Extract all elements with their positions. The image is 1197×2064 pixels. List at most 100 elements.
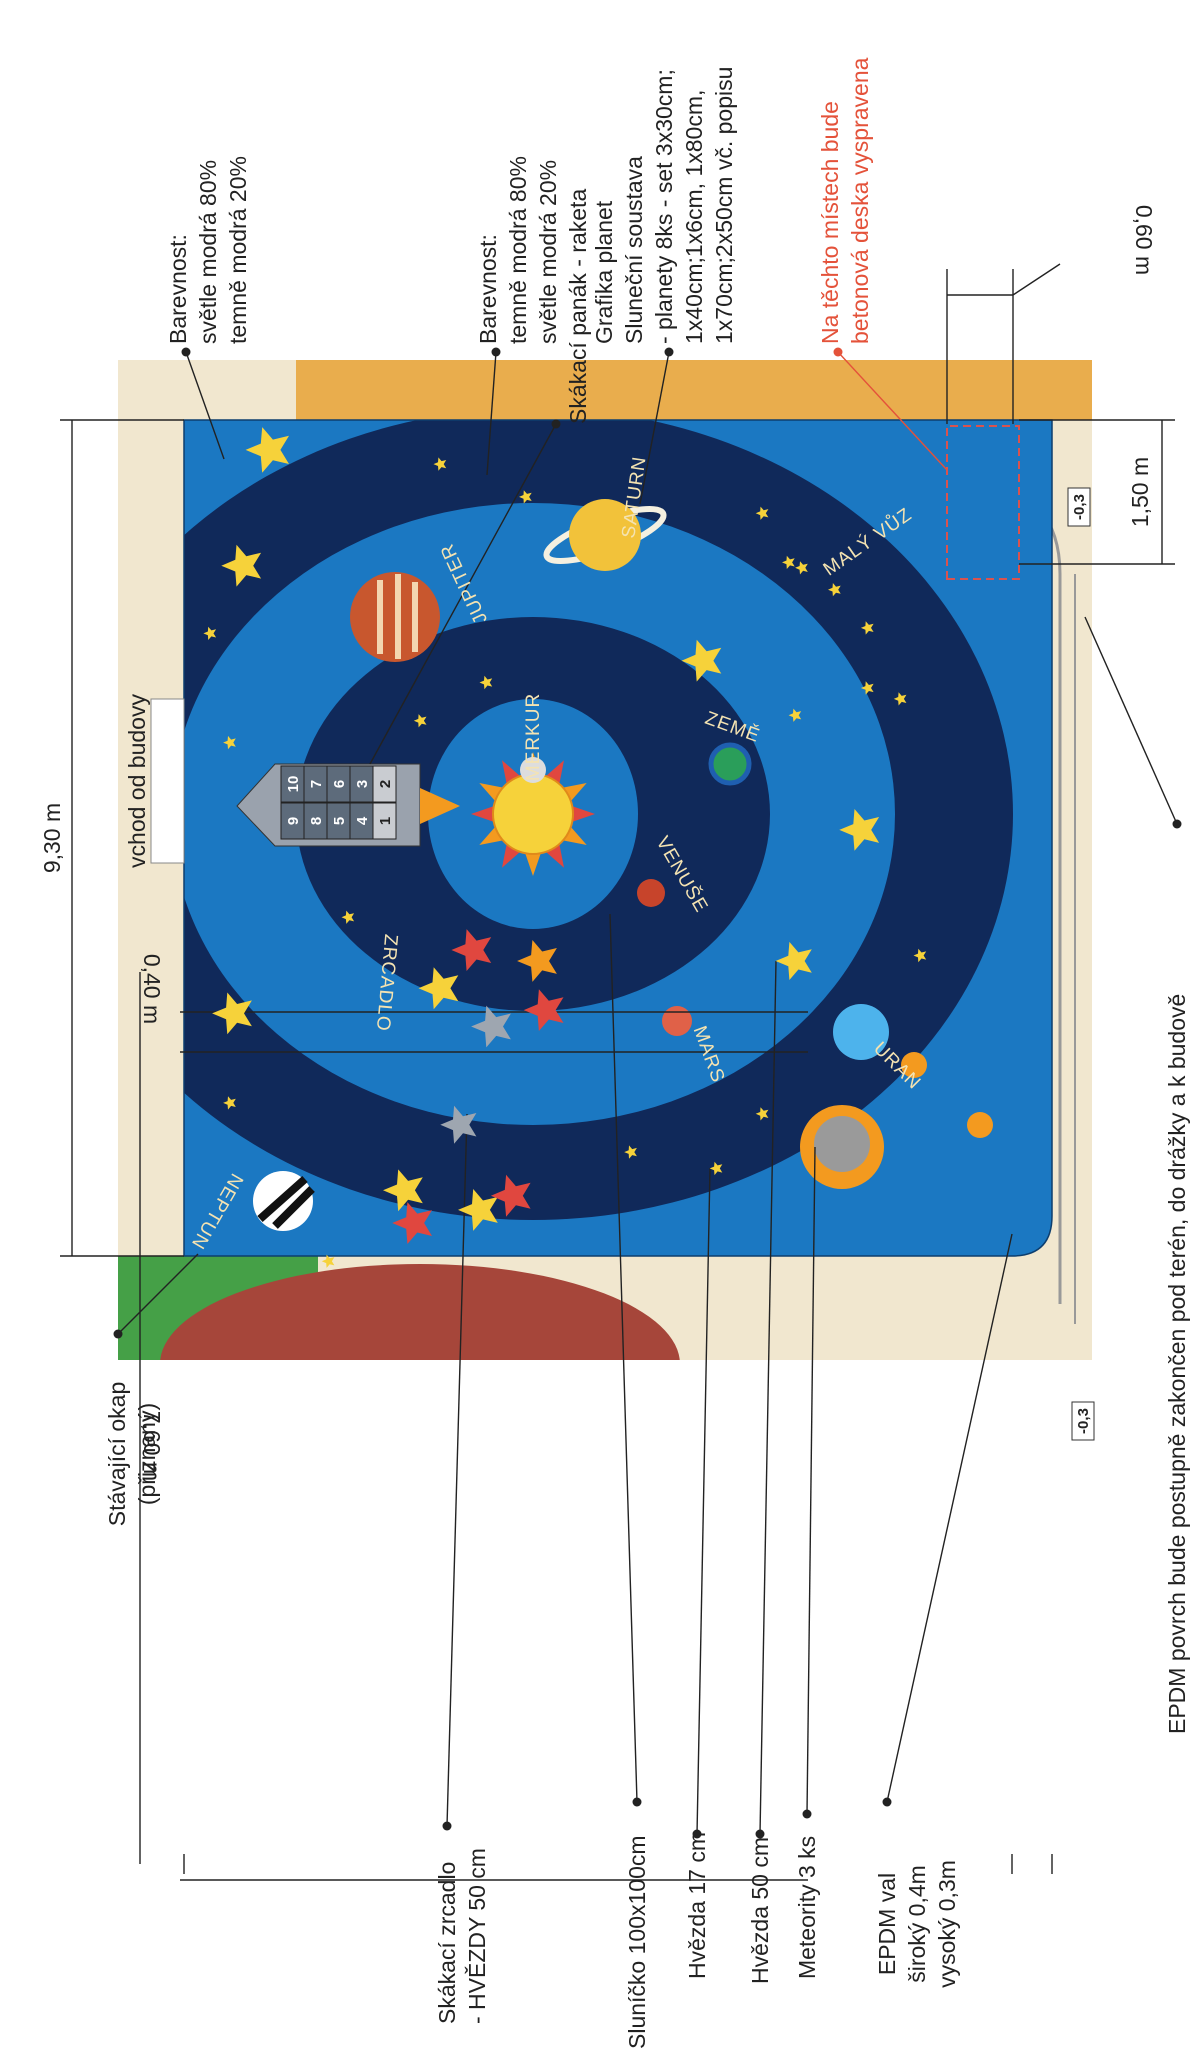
rocket-number: 6: [331, 780, 348, 788]
annotation: temně modrá 20%: [225, 156, 251, 344]
sun-ray: [523, 848, 543, 876]
leader-dot: [181, 347, 191, 357]
leader-dot: [692, 1829, 702, 1839]
rocket-cell: [280, 765, 305, 803]
star: [860, 681, 874, 695]
leader: [446, 1113, 468, 1827]
star: [913, 948, 927, 963]
leader-dot: [551, 419, 561, 429]
meteor: [967, 1112, 993, 1138]
dimension-label: 1,50 m: [1127, 457, 1153, 527]
annotation: - planety 8ks - set 3x30cm;: [651, 69, 677, 344]
rocket-cell: [280, 802, 305, 840]
annotation: 1x70cm;2x50cm vč. popisu: [711, 67, 737, 344]
neptun-stripes: [257, 1176, 315, 1229]
leader: [759, 960, 777, 1835]
rocket-number: 10: [285, 776, 302, 793]
dimension-line: [1019, 419, 1175, 565]
star: [471, 1005, 511, 1048]
level-box: [1071, 1401, 1095, 1441]
meteor: [901, 1052, 927, 1078]
annotation: (přiznaný): [134, 1403, 160, 1505]
leader-dot: [802, 1809, 812, 1819]
leader-dot: [632, 1797, 642, 1807]
annotation: Barevnost:: [165, 234, 191, 344]
leader-dot: [491, 347, 501, 357]
star: [775, 941, 812, 980]
star: [755, 1107, 769, 1121]
star: [440, 1105, 477, 1144]
leader: [609, 913, 638, 1803]
star: [681, 639, 722, 682]
annotation: světle modrá 80%: [195, 160, 221, 344]
star: [828, 583, 841, 597]
annotation: Sluníčko 100x100cm: [624, 1835, 650, 2049]
star: [839, 809, 880, 851]
sun-ray: [471, 804, 499, 824]
dimension-label: 0,40 m: [139, 954, 165, 1024]
concrete-slab: [946, 425, 1020, 580]
star: [433, 457, 447, 471]
star: [341, 910, 355, 924]
playground-outline: [183, 419, 1053, 1257]
dimension-label: 7,60 m: [139, 1411, 165, 1481]
star: [383, 1169, 423, 1212]
rocket-number: 8: [308, 817, 325, 825]
uran: [833, 1004, 889, 1060]
star: [451, 929, 492, 971]
leaders: [117, 351, 1178, 1835]
star: [523, 989, 564, 1031]
dimension-line: [60, 419, 184, 1257]
sheet-margin: [118, 1360, 818, 1464]
dimension-line: [139, 972, 1053, 1881]
leader-dot: [442, 1821, 452, 1831]
leader-dot: [1172, 819, 1182, 829]
level-box: [1067, 487, 1091, 527]
annotation: Sluneční soustava: [621, 156, 647, 344]
star: [223, 735, 236, 750]
star: [203, 626, 217, 640]
annotation: temně modrá 80%: [505, 156, 531, 344]
star: [458, 1189, 498, 1231]
annotation: Barevnost:: [475, 234, 501, 344]
rocket-number: 9: [285, 817, 302, 825]
rocket-number: 1: [377, 817, 394, 825]
star: [624, 1145, 637, 1159]
leader: [486, 351, 497, 476]
annotation: Hvězda 17 cm: [684, 1832, 710, 1979]
level-label: -0,3: [1071, 494, 1088, 520]
star: [392, 1202, 432, 1244]
star: [223, 1096, 236, 1110]
star: [418, 967, 459, 1010]
dimension-label: 0,60 m: [1131, 205, 1157, 275]
star: [519, 490, 532, 504]
annotation: betonová deska vyspravena: [847, 57, 873, 344]
star: [221, 544, 262, 587]
paved-area: [296, 360, 1092, 420]
annotation: Skákací zrcadlo: [434, 1862, 460, 2024]
rocket-number: 4: [354, 816, 371, 825]
annotation: 1x40cm;1x6cm, 1x80cm,: [681, 90, 707, 344]
star: [212, 992, 252, 1035]
star: [709, 1161, 723, 1176]
annotation: Hvězda 50 cm: [747, 1837, 773, 1984]
leader: [117, 1253, 199, 1335]
star: [788, 708, 802, 722]
rocket-number: 3: [354, 780, 371, 788]
leader-dot: [882, 1797, 892, 1807]
sun-disc: [492, 773, 574, 855]
dimension-label: 9,30 m: [39, 803, 65, 873]
star: [755, 506, 769, 520]
sun-ray: [567, 804, 595, 824]
dimensions: [60, 263, 1175, 1881]
meteor-core: [814, 1116, 870, 1172]
jupiter-stripes: [377, 574, 418, 659]
rocket-number: 5: [331, 817, 348, 825]
leader: [696, 1167, 711, 1835]
leader: [639, 351, 670, 505]
star: [782, 555, 795, 569]
star: [413, 714, 427, 728]
